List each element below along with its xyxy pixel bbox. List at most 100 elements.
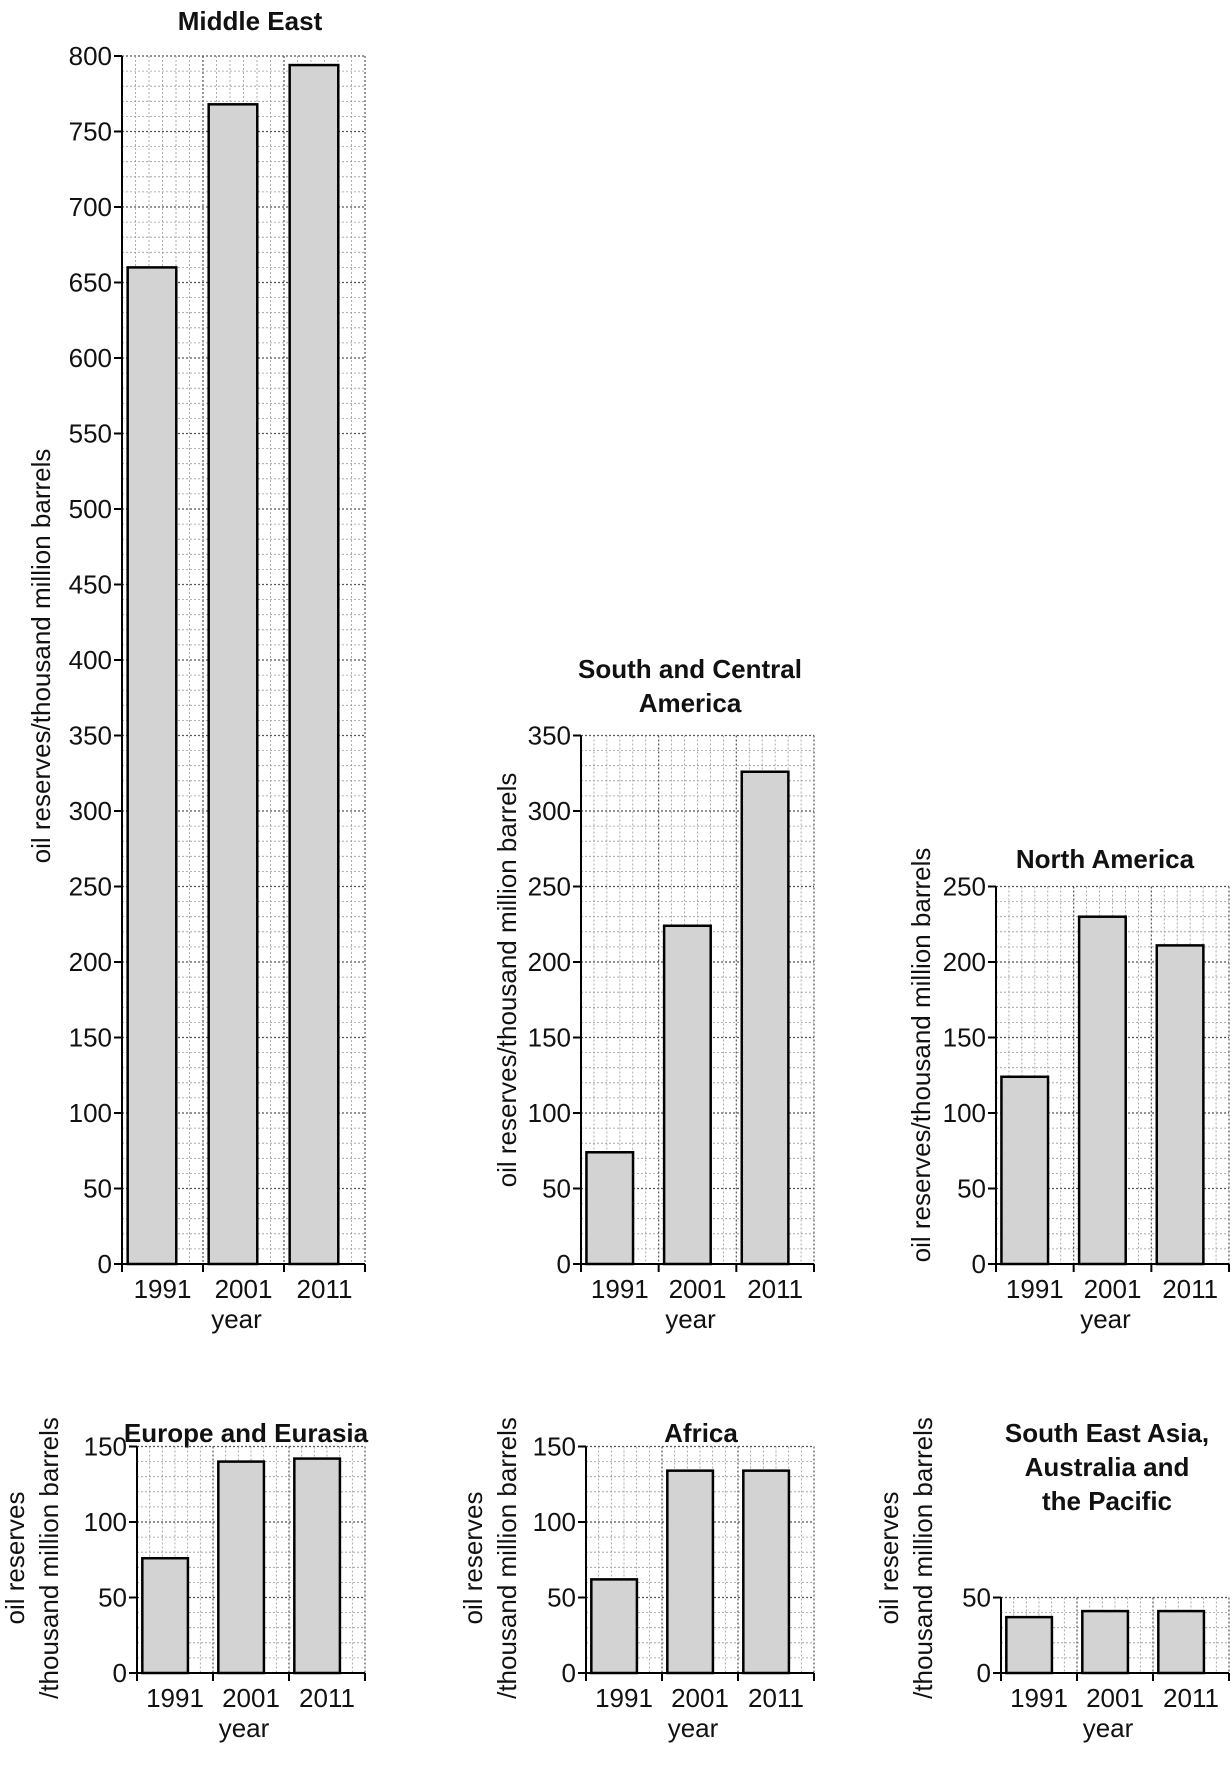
y-tick-label: 50 [542,1174,571,1204]
x-tick-label: 2001 [671,1683,729,1713]
bar-2011 [1155,944,1205,1266]
y-tick-label: 150 [943,1023,986,1053]
y-tick-label: 750 [69,117,112,147]
y-tick-label: 0 [562,1658,576,1688]
y-tick-label: 800 [69,41,112,71]
y-tick-label: 0 [972,1249,986,1279]
x-tick-label: 2001 [1084,1274,1142,1304]
y-axis-label: /thousand million barrels [34,1417,64,1699]
y-tick-label: 50 [83,1174,112,1204]
bar-2001 [666,1469,715,1675]
bar-2011 [293,1457,342,1675]
x-tick-label: 2011 [1163,1683,1219,1713]
chart-title: Australia and [1025,1452,1190,1482]
bar-2011 [288,63,340,1266]
chart-title: America [639,688,742,718]
x-tick-label: 2011 [297,1274,353,1304]
x-tick-label: 2001 [1086,1683,1144,1713]
y-axis-label: /thousand million barrels [908,1417,938,1699]
bar-2001 [1077,915,1127,1266]
x-tick-label: 1991 [595,1683,653,1713]
y-axis-label: oil reserves [458,1492,488,1625]
bar-1991 [590,1578,639,1675]
bar-2011 [1157,1609,1206,1675]
bar-1991 [126,266,178,1266]
bar-1991 [1005,1615,1054,1675]
y-tick-label: 0 [557,1249,571,1279]
chart-title: the Pacific [1042,1486,1172,1516]
y-tick-label: 200 [69,947,112,977]
chart-title: South East Asia, [1005,1418,1209,1448]
chart-title: Middle East [178,6,323,36]
y-tick-label: 50 [957,1174,986,1204]
y-tick-label: 150 [84,1432,127,1462]
y-tick-label: 100 [533,1507,576,1537]
y-tick-label: 0 [113,1658,127,1688]
x-axis-label: year [211,1304,262,1334]
y-tick-label: 250 [943,872,986,902]
x-tick-label: 2011 [1162,1274,1218,1304]
bar-1991 [141,1556,190,1675]
bar-2001 [217,1460,266,1675]
y-tick-label: 150 [533,1432,576,1462]
x-tick-label: 1991 [1006,1274,1064,1304]
y-tick-label: 200 [528,947,571,977]
bar-1991 [1000,1075,1050,1266]
chart-panel: 0 50 100 150 1991 2001 2011 year oil reserves/th… [0,1417,369,1743]
x-axis-label: year [665,1304,716,1334]
x-tick-label: 1991 [1010,1683,1068,1713]
bar-1991 [585,1151,635,1266]
chart-title: North America [1016,844,1195,874]
x-axis-label: year [668,1713,719,1743]
x-axis-label: year [1083,1713,1134,1743]
y-tick-label: 250 [69,872,112,902]
y-tick-label: 400 [69,645,112,675]
x-tick-label: 2011 [747,1274,803,1304]
y-axis-label: /thousand million barrels [492,1417,522,1699]
y-tick-label: 350 [69,721,112,751]
chart-panel: 0 50 100 150 1991 2001 2011 year oil reserves/th… [458,1417,815,1743]
y-tick-label: 300 [69,796,112,826]
y-tick-label: 300 [528,796,571,826]
x-axis-label: year [1080,1304,1131,1334]
y-tick-label: 0 [977,1658,991,1688]
bar-2011 [740,770,790,1266]
y-tick-label: 700 [69,192,112,222]
y-tick-label: 100 [69,1098,112,1128]
x-tick-label: 1991 [134,1274,192,1304]
chart-panel: 0 50 100 150 200 250 300 350 400 450 500 550 600 650 7… [26,6,366,1334]
chart-panel: 0 50 1991 2001 2011 year oil reserves/thousand… [874,1417,1230,1743]
y-axis-label: oil reserves [0,1492,30,1625]
y-tick-label: 100 [528,1098,571,1128]
y-tick-label: 100 [84,1507,127,1537]
y-axis-label: oil reserves [874,1492,904,1625]
y-tick-label: 100 [943,1098,986,1128]
x-tick-label: 2001 [222,1683,280,1713]
chart-title: Africa [664,1418,738,1448]
y-tick-label: 600 [69,343,112,373]
chart-panel: 0 50 100 150 200 250 1991 2001 2011 year oil reser… [906,844,1230,1334]
bar-2001 [1081,1609,1130,1675]
x-tick-label: 2011 [299,1683,355,1713]
y-tick-label: 550 [69,419,112,449]
y-axis-label: oil reserves/thousand million barrels [906,848,936,1263]
x-tick-label: 2011 [748,1683,804,1713]
x-tick-label: 2001 [215,1274,273,1304]
y-axis-label: oil reserves/thousand million barrels [492,773,522,1188]
chart-title: South and Central [578,654,802,684]
y-tick-label: 50 [547,1583,576,1613]
x-tick-label: 1991 [591,1274,649,1304]
chart-panel: 0 50 100 150 200 250 300 350 1991 2001 2011 year oil… [492,654,815,1334]
y-tick-label: 650 [69,268,112,298]
y-tick-label: 450 [69,570,112,600]
y-tick-label: 250 [528,872,571,902]
x-axis-label: year [219,1713,270,1743]
bar-2011 [742,1469,791,1675]
bar-2001 [662,924,712,1266]
y-tick-label: 200 [943,947,986,977]
chart-title: Europe and Eurasia [124,1418,369,1448]
y-axis-label: oil reserves/thousand million barrels [26,449,56,864]
y-tick-label: 50 [98,1583,127,1613]
y-tick-label: 500 [69,494,112,524]
